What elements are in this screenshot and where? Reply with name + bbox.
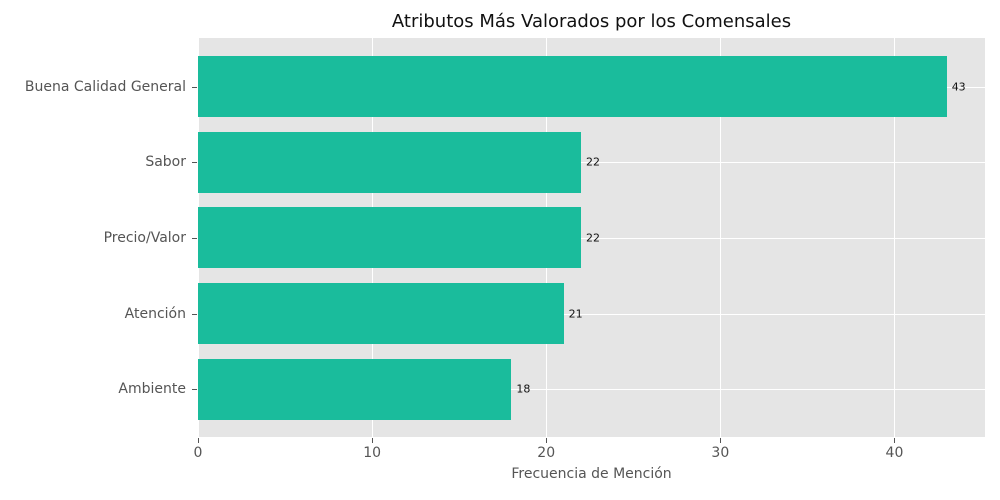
y-tick-mark: [192, 237, 197, 239]
y-tick-mark: [192, 313, 197, 315]
y-tick-mark: [192, 86, 197, 88]
horizontal-gridline: [198, 237, 985, 239]
bar-value-label: 22: [586, 155, 601, 169]
bar-value-label: 21: [568, 307, 583, 321]
bar-value-label: 43: [951, 80, 966, 93]
vertical-gridline: [894, 38, 896, 437]
bar: [198, 131, 582, 193]
x-tick-mark: [198, 438, 199, 443]
y-tick-label: Sabor: [145, 154, 186, 171]
y-tick-label: Buena Calidad General: [24, 78, 186, 95]
bar: [198, 56, 947, 117]
x-tick-label: 30: [711, 445, 730, 461]
chart-title: Atributos Más Valorados por los Comensal…: [391, 11, 792, 32]
horizontal-gridline: [198, 162, 985, 164]
x-tick-mark: [894, 438, 896, 443]
x-tick-mark: [720, 438, 722, 443]
horizontal-gridline: [198, 313, 985, 315]
x-tick-label: 20: [537, 445, 556, 461]
bar: [198, 283, 564, 345]
x-tick-mark: [546, 438, 548, 443]
x-tick-label: 10: [363, 445, 382, 461]
plot-area: 43 22 22 21 18: [198, 38, 985, 437]
x-tick-mark: [372, 438, 374, 443]
x-axis-label: Frecuencia de Mención: [511, 466, 672, 482]
bar-value-label: 18: [516, 382, 531, 396]
x-tick-label: 40: [885, 445, 904, 461]
bar: [198, 207, 582, 269]
y-tick-label: Precio/Valor: [103, 229, 186, 246]
y-tick-label: Ambiente: [118, 381, 186, 398]
horizontal-gridline: [198, 389, 985, 391]
vertical-gridline: [720, 38, 722, 437]
y-tick-mark: [192, 389, 197, 391]
x-tick-label: 0: [193, 445, 203, 461]
y-tick-label: Atención: [124, 305, 186, 322]
bar-value-label: 22: [586, 231, 601, 245]
y-tick-mark: [192, 162, 197, 164]
bar: [198, 358, 512, 420]
